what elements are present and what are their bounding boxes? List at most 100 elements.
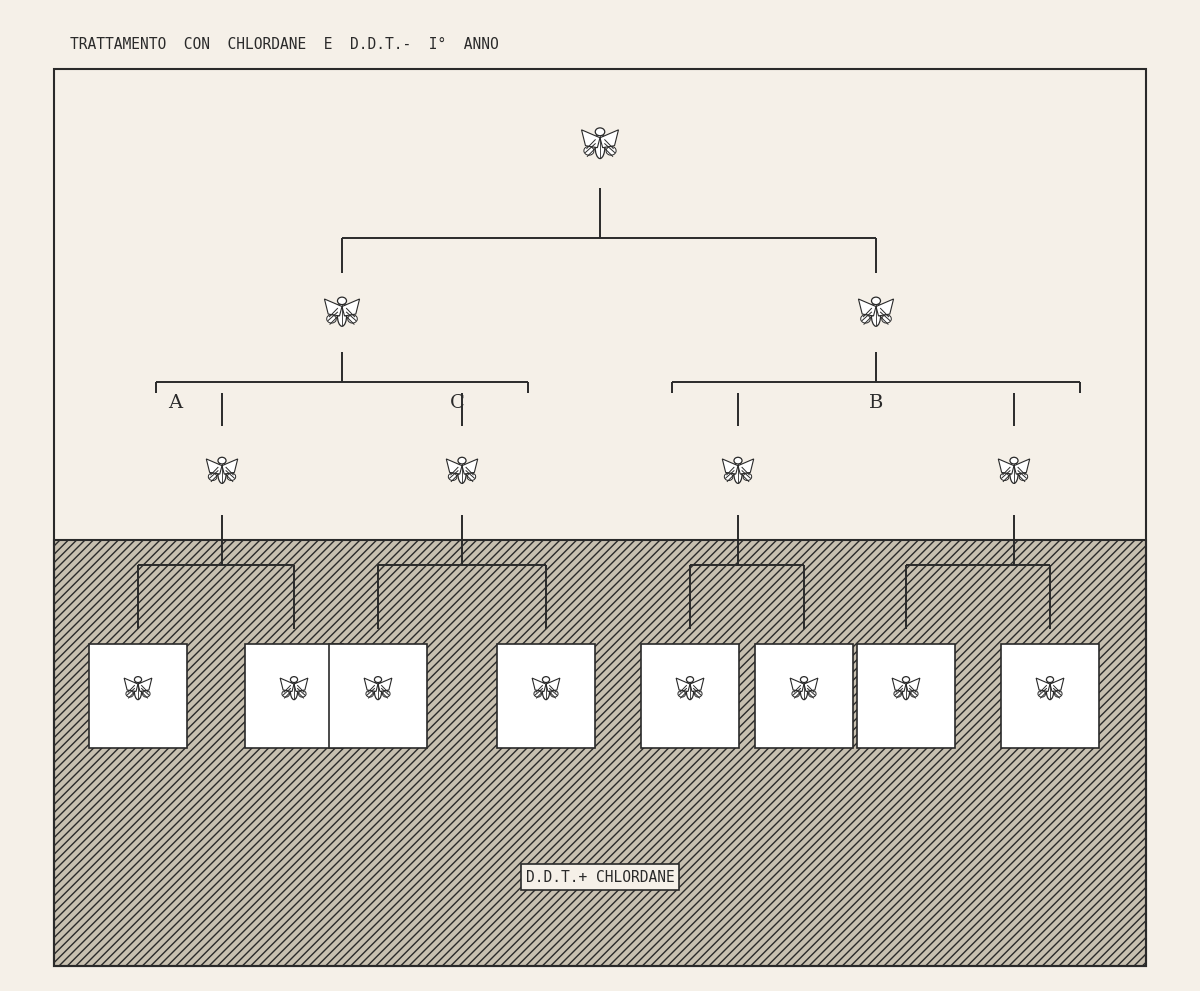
Ellipse shape [217, 462, 227, 484]
Ellipse shape [902, 680, 910, 700]
Ellipse shape [209, 473, 217, 481]
Polygon shape [294, 678, 308, 692]
Bar [1001, 644, 1099, 748]
Polygon shape [892, 678, 906, 692]
Ellipse shape [542, 680, 550, 700]
Circle shape [871, 297, 881, 304]
Ellipse shape [457, 462, 467, 484]
Circle shape [374, 677, 382, 683]
Ellipse shape [551, 691, 558, 697]
Polygon shape [676, 678, 690, 692]
Ellipse shape [678, 691, 685, 697]
Bar [329, 644, 427, 748]
Bar [54, 540, 1146, 966]
Circle shape [458, 457, 466, 464]
Circle shape [686, 677, 694, 683]
Ellipse shape [800, 680, 808, 700]
Polygon shape [1050, 678, 1064, 692]
Ellipse shape [606, 147, 616, 156]
Ellipse shape [882, 315, 892, 323]
Text: B: B [869, 394, 883, 412]
Ellipse shape [348, 315, 358, 323]
Circle shape [800, 677, 808, 683]
Ellipse shape [299, 691, 306, 697]
Polygon shape [280, 678, 294, 692]
Ellipse shape [126, 691, 133, 697]
Ellipse shape [227, 473, 235, 481]
Polygon shape [600, 130, 618, 148]
Bar [857, 644, 955, 748]
Text: A: A [168, 394, 182, 412]
Ellipse shape [337, 302, 347, 326]
Polygon shape [324, 299, 342, 316]
Ellipse shape [894, 691, 901, 697]
Polygon shape [222, 459, 238, 474]
Polygon shape [138, 678, 152, 692]
Ellipse shape [686, 680, 694, 700]
Bar [89, 644, 187, 748]
Polygon shape [790, 678, 804, 692]
Circle shape [1010, 457, 1018, 464]
Ellipse shape [1019, 473, 1027, 481]
Polygon shape [738, 459, 754, 474]
Text: D.D.T.+ CHLORDANE: D.D.T.+ CHLORDANE [526, 869, 674, 885]
Bar [497, 644, 595, 748]
Ellipse shape [1038, 691, 1045, 697]
Bar [245, 644, 343, 748]
Circle shape [337, 297, 347, 304]
Ellipse shape [383, 691, 390, 697]
Ellipse shape [695, 691, 702, 697]
Circle shape [1046, 677, 1054, 683]
Polygon shape [998, 459, 1014, 474]
Polygon shape [342, 299, 360, 316]
Circle shape [902, 677, 910, 683]
Ellipse shape [134, 680, 142, 700]
Ellipse shape [1046, 680, 1054, 700]
Ellipse shape [282, 691, 289, 697]
Polygon shape [378, 678, 392, 692]
Polygon shape [690, 678, 704, 692]
Ellipse shape [595, 133, 605, 159]
Polygon shape [532, 678, 546, 692]
Ellipse shape [326, 315, 336, 323]
Circle shape [542, 677, 550, 683]
Ellipse shape [534, 691, 541, 697]
Ellipse shape [871, 302, 881, 326]
Ellipse shape [725, 473, 733, 481]
Polygon shape [206, 459, 222, 474]
Ellipse shape [374, 680, 382, 700]
Ellipse shape [584, 147, 594, 156]
Polygon shape [546, 678, 560, 692]
Circle shape [734, 457, 742, 464]
Bar [641, 644, 739, 748]
Circle shape [218, 457, 226, 464]
Ellipse shape [366, 691, 373, 697]
Polygon shape [124, 678, 138, 692]
Ellipse shape [449, 473, 457, 481]
Ellipse shape [809, 691, 816, 697]
Polygon shape [1036, 678, 1050, 692]
Ellipse shape [733, 462, 743, 484]
Ellipse shape [743, 473, 751, 481]
Polygon shape [462, 459, 478, 474]
Polygon shape [582, 130, 600, 148]
Ellipse shape [792, 691, 799, 697]
Ellipse shape [1055, 691, 1062, 697]
Polygon shape [906, 678, 920, 692]
Text: TRATTAMENTO  CON  CHLORDANE  E  D.D.T.-  I°  ANNO: TRATTAMENTO CON CHLORDANE E D.D.T.- I° A… [70, 37, 498, 53]
Polygon shape [804, 678, 818, 692]
Ellipse shape [143, 691, 150, 697]
Ellipse shape [860, 315, 870, 323]
Polygon shape [858, 299, 876, 316]
Ellipse shape [467, 473, 475, 481]
Polygon shape [364, 678, 378, 692]
Ellipse shape [290, 680, 298, 700]
Circle shape [595, 128, 605, 136]
Circle shape [290, 677, 298, 683]
Polygon shape [876, 299, 894, 316]
Polygon shape [722, 459, 738, 474]
Bar [54, 540, 1146, 966]
Polygon shape [446, 459, 462, 474]
Ellipse shape [1001, 473, 1009, 481]
Text: C: C [450, 394, 464, 412]
